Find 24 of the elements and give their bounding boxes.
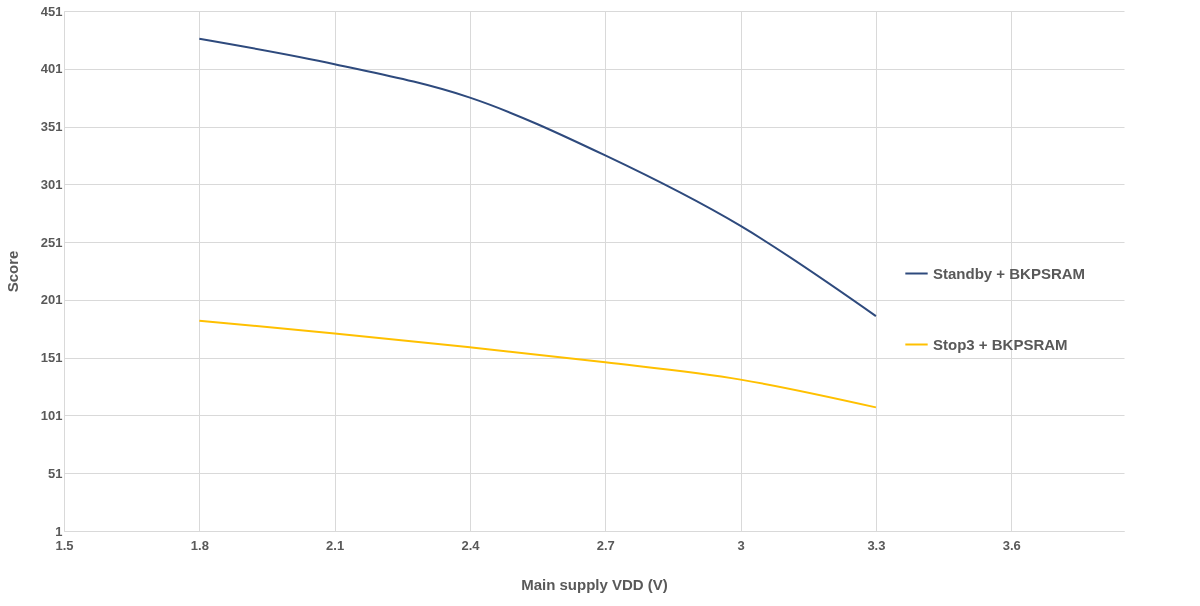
line-series — [198, 319, 877, 409]
y-tick-label: 251 — [40, 234, 63, 250]
x-tick-label: 2.1 — [326, 537, 345, 553]
x-tick-label: 2.7 — [596, 537, 615, 553]
y-tick-label: 401 — [40, 61, 63, 77]
line-series — [198, 37, 877, 318]
x-axis-title: Main supply VDD (V) — [521, 575, 668, 593]
y-tick-label: 1 — [55, 523, 63, 539]
y-tick-label: 51 — [48, 465, 63, 481]
x-tick-label: 1.5 — [55, 537, 74, 553]
y-tick-label: 101 — [40, 407, 63, 423]
y-tick-label: 351 — [40, 119, 63, 135]
x-tick-label: 3.6 — [1002, 537, 1021, 553]
x-tick-label: 1.8 — [190, 537, 209, 553]
x-tick-label: 3.3 — [867, 537, 886, 553]
legend-label: Standby + BKPSRAM — [933, 264, 1086, 282]
y-tick-label: 301 — [40, 176, 63, 192]
x-tick-label: 2.4 — [461, 537, 481, 553]
legend-label: Stop3 + BKPSRAM — [933, 335, 1068, 353]
y-tick-label: 201 — [40, 292, 63, 308]
y-tick-label: 451 — [40, 3, 63, 19]
x-tick-label: 3 — [737, 537, 745, 553]
y-tick-label: 151 — [40, 350, 63, 366]
y-axis-title: Score — [3, 250, 21, 293]
